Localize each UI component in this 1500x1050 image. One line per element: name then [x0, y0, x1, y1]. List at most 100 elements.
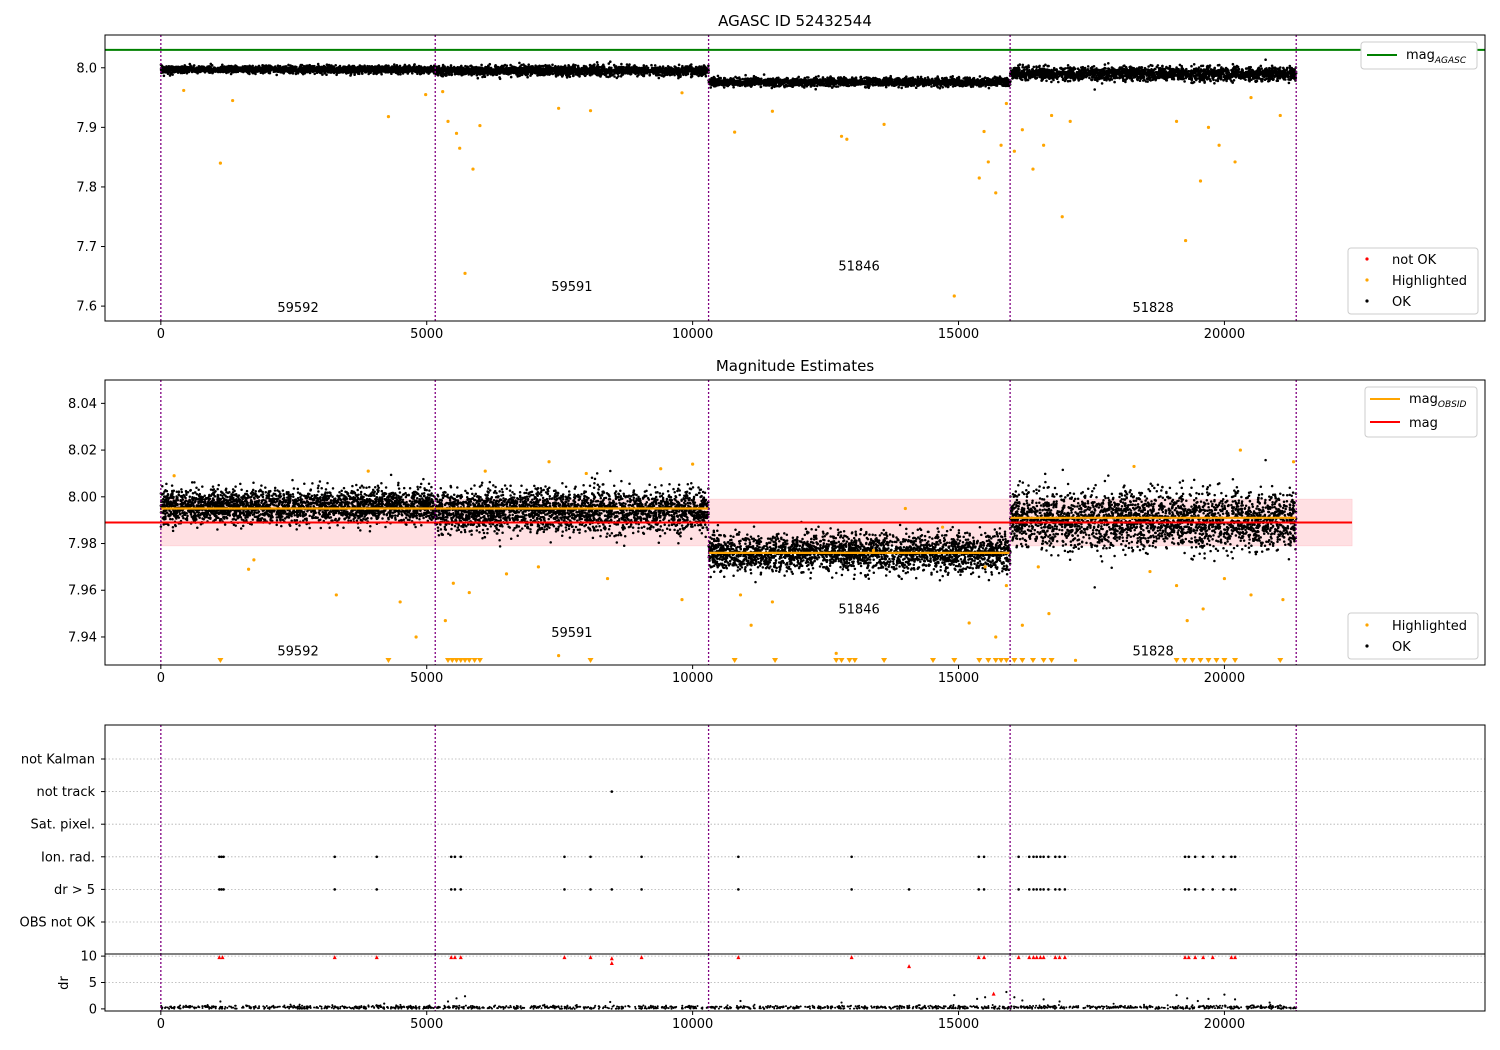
- ok-point: [437, 64, 441, 68]
- ok-point: [522, 67, 526, 70]
- ok-point: [395, 65, 398, 69]
- ok-point: [230, 69, 234, 73]
- ok-point: [483, 75, 487, 78]
- ok-point: [171, 68, 175, 71]
- ok-point: [195, 66, 198, 70]
- ok-point: [635, 68, 639, 72]
- ok-point: [510, 68, 513, 72]
- ok-point: [690, 74, 693, 77]
- ok-point: [580, 68, 584, 72]
- ok-point: [380, 69, 383, 73]
- ok-point: [467, 67, 470, 70]
- ok-point: [413, 63, 416, 67]
- ok-point: [183, 64, 187, 67]
- ok-point: [650, 63, 653, 67]
- ok-point: [228, 68, 231, 71]
- ok-point: [417, 68, 420, 71]
- ok-point: [547, 71, 550, 75]
- ok-point: [223, 67, 227, 70]
- ok-point: [437, 71, 441, 74]
- ok-point: [547, 68, 551, 72]
- ok-point: [291, 67, 294, 71]
- ok-point: [566, 75, 569, 78]
- ok-point: [524, 69, 527, 73]
- ok-point: [465, 71, 469, 74]
- ok-point: [488, 62, 492, 66]
- ok-point: [660, 68, 664, 72]
- ok-point: [469, 72, 472, 75]
- ok-point: [591, 72, 594, 75]
- ok-point: [597, 71, 601, 75]
- ok-point: [447, 68, 451, 71]
- ok-point: [601, 72, 605, 75]
- ok-point: [365, 66, 369, 70]
- ok-point: [328, 65, 332, 68]
- ok-point: [677, 63, 681, 67]
- ok-point: [498, 66, 501, 70]
- ok-point: [599, 68, 602, 72]
- ok-point: [620, 62, 623, 66]
- ok-point: [583, 68, 587, 72]
- ok-point: [535, 66, 539, 69]
- ok-point: [329, 71, 332, 74]
- ok-point: [582, 64, 586, 68]
- ok-point: [518, 61, 521, 65]
- ok-point: [380, 65, 383, 68]
- ok-point: [650, 70, 654, 74]
- ok-point: [325, 73, 328, 76]
- ok-point: [625, 65, 628, 69]
- ok-point: [192, 69, 196, 73]
- ok-point: [514, 66, 518, 69]
- ok-point: [672, 72, 675, 75]
- ok-point: [460, 70, 464, 73]
- ok-point: [332, 65, 335, 68]
- ok-point: [449, 64, 453, 67]
- ok-point: [657, 76, 661, 80]
- ok-point: [316, 62, 320, 66]
- ok-point: [607, 75, 610, 79]
- ok-point: [383, 68, 386, 72]
- ok-point: [557, 65, 560, 68]
- ok-point: [209, 62, 213, 66]
- ok-point: [403, 64, 407, 68]
- ok-point: [297, 68, 301, 71]
- ok-point: [546, 65, 549, 68]
- ok-point: [732, 85, 735, 89]
- ok-point: [396, 69, 400, 72]
- ok-point: [633, 71, 636, 75]
- ok-point: [633, 64, 636, 67]
- ok-point: [697, 74, 700, 78]
- ok-point: [565, 71, 568, 75]
- ok-point: [657, 66, 661, 70]
- ok-point: [493, 73, 497, 76]
- ok-point: [189, 68, 192, 72]
- ok-point: [503, 67, 507, 71]
- ok-point: [571, 66, 575, 70]
- ok-point: [289, 64, 292, 67]
- ok-point: [358, 65, 362, 68]
- ok-point: [301, 68, 304, 71]
- ok-point: [359, 69, 363, 72]
- ok-point: [181, 68, 185, 72]
- ok-point: [648, 74, 651, 77]
- ok-point: [576, 64, 580, 68]
- ok-point: [595, 65, 599, 68]
- ok-point: [299, 63, 303, 67]
- ok-point: [684, 73, 688, 77]
- ok-point: [450, 73, 454, 76]
- ok-point: [492, 70, 496, 73]
- ok-point: [392, 67, 396, 70]
- ok-point: [209, 67, 213, 71]
- ok-point: [341, 69, 344, 72]
- ok-point: [245, 66, 248, 70]
- ok-point: [343, 65, 347, 68]
- ok-point: [377, 67, 381, 70]
- ok-point: [275, 73, 279, 77]
- ok-point: [169, 72, 172, 76]
- ok-point: [518, 74, 521, 78]
- ok-point: [653, 64, 657, 67]
- ok-point: [675, 69, 678, 72]
- ok-point: [321, 73, 324, 76]
